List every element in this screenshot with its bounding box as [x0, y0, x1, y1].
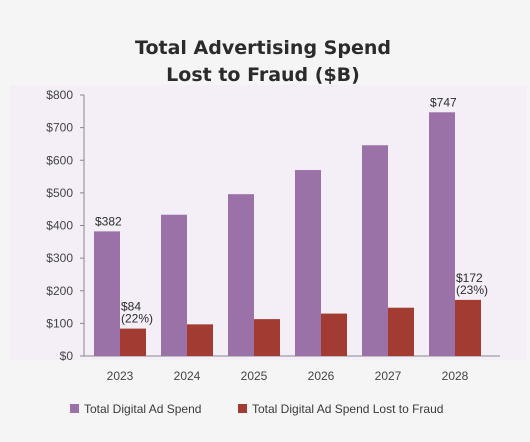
bar-fraud: [254, 319, 280, 356]
bar-fraud: [187, 324, 213, 356]
legend-swatch-total: [70, 404, 79, 413]
y-tick-label: $400: [46, 219, 73, 233]
y-tick-label: $100: [46, 316, 73, 330]
bar-fraud: [455, 299, 481, 356]
x-tick-label: 2023: [107, 369, 134, 383]
x-tick-label: 2027: [375, 369, 402, 383]
data-label: (23%): [456, 283, 488, 297]
y-tick-label: $600: [46, 153, 73, 167]
y-axis-ticks: $800 $700 $600 $500 $400 $300 $200 $100 $0: [46, 88, 84, 363]
bar-total: [295, 170, 321, 356]
bar-total: [228, 194, 254, 356]
legend-label-fraud: Total Digital Ad Spend Lost to Fraud: [252, 402, 443, 416]
data-label: $172: [456, 271, 483, 285]
data-label: (22%): [121, 312, 153, 326]
y-tick-label: $500: [46, 186, 73, 200]
bar-total: [94, 231, 120, 356]
bar-total: [362, 145, 388, 356]
bar-fraud: [321, 313, 347, 356]
x-tick-label: 2024: [174, 369, 201, 383]
legend-label-total: Total Digital Ad Spend: [84, 402, 201, 416]
y-tick-label: $0: [60, 349, 74, 363]
x-axis-ticks: 2023 2024 2025 2026 2027 2028: [107, 369, 469, 383]
data-label: $382: [95, 214, 122, 228]
legend-swatch-fraud: [238, 404, 247, 413]
chart-title-line-2: Lost to Fraud ($B): [166, 64, 360, 86]
x-tick-label: 2025: [241, 369, 268, 383]
x-tick-label: 2026: [308, 369, 335, 383]
y-tick-label: $200: [46, 284, 73, 298]
y-tick-label: $700: [46, 121, 73, 135]
chart-title-line-1: Total Advertising Spend: [135, 37, 391, 59]
legend: Total Digital Ad Spend Total Digital Ad …: [70, 402, 443, 416]
data-labels: $382 $747 $84(22%) $172(23%): [95, 95, 488, 325]
bar-fraud: [120, 328, 146, 356]
y-tick-label: $300: [46, 251, 73, 265]
data-label: $747: [430, 95, 457, 109]
y-tick-label: $800: [46, 88, 73, 102]
bars: [94, 112, 481, 356]
bar-fraud: [388, 307, 414, 356]
x-tick-label: 2028: [442, 369, 469, 383]
bar-total: [429, 112, 455, 356]
data-label: $84: [121, 300, 141, 314]
bar-total: [161, 214, 187, 356]
